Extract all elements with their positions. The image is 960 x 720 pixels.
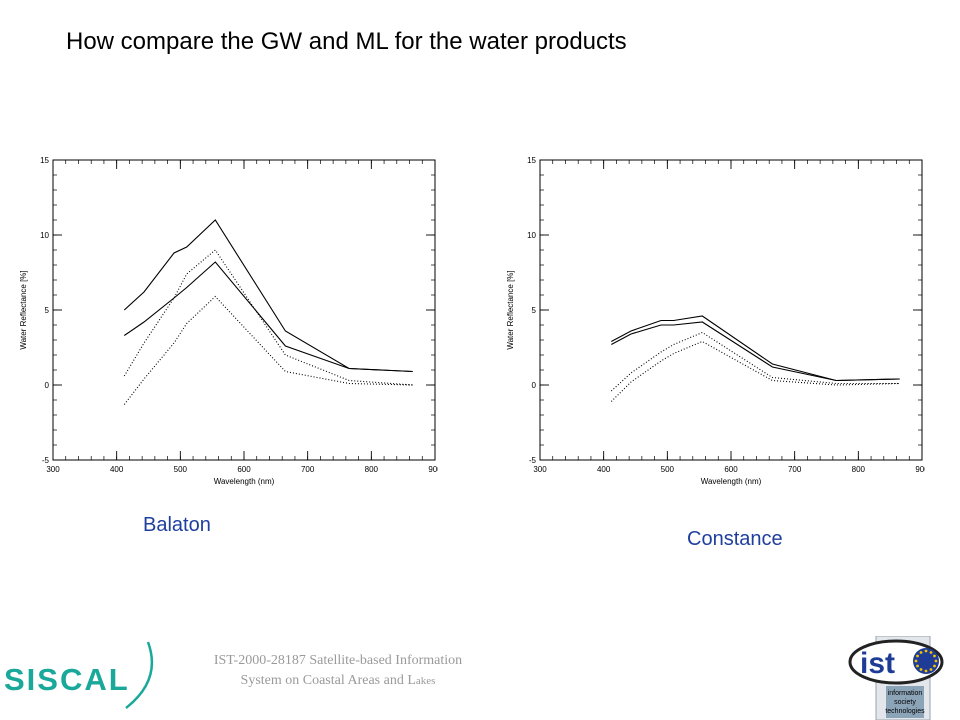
footer-line-1: IST-2000-28187 Satellite-based Informati… <box>213 653 463 668</box>
x-tick-label: 800 <box>852 465 866 474</box>
ist-logo: ist information society technologies <box>848 636 944 720</box>
y-tick-label: 5 <box>45 306 50 315</box>
y-tick-label: 15 <box>527 156 536 165</box>
series-line-2 <box>611 321 900 382</box>
x-tick-label: 600 <box>724 465 738 474</box>
x-tick-label: 700 <box>788 465 802 474</box>
footer-line-2: System on Coastal Areas and Lakes <box>168 671 508 691</box>
y-tick-label: 15 <box>40 156 49 165</box>
footer-line-2-main: System on Coastal Areas and L <box>240 673 416 688</box>
x-tick-label: 600 <box>237 465 251 474</box>
x-tick-label: 700 <box>301 465 315 474</box>
y-tick-label: -5 <box>42 456 50 465</box>
x-tick-label: 500 <box>174 465 188 474</box>
ist-logo-label-box <box>886 686 924 718</box>
y-tick-label: 10 <box>527 231 536 240</box>
x-tick-label: 800 <box>365 465 379 474</box>
constance-chart: 300 400 500 600 700 800 900 -5 0 5 10 15 Wavelength … <box>506 156 925 486</box>
y-tick-label: 0 <box>45 381 50 390</box>
x-tick-label: 400 <box>597 465 611 474</box>
ist-logo-globe <box>913 648 939 674</box>
ist-logo-caption-1: information <box>888 690 923 697</box>
ist-logo-caption-3: technologies <box>885 708 925 715</box>
footer-text: IST-2000-28187 Satellite-based Informati… <box>168 651 508 691</box>
series-line-4 <box>123 295 413 405</box>
slide-title: How compare the GW and ML for the water … <box>66 28 627 55</box>
plot-frame <box>52 159 436 461</box>
y-axis-label: Water Reflectance [%] <box>506 270 515 349</box>
siscal-logo-text: SISCAL <box>4 662 130 697</box>
siscal-logo-arc <box>125 641 154 709</box>
x-axis-label: Wavelength (nm) <box>214 477 275 486</box>
constance-caption: Constance <box>687 528 783 550</box>
x-tick-label: 900 <box>915 465 925 474</box>
series-line-2 <box>123 261 413 373</box>
series-line-1 <box>123 219 413 373</box>
ist-logo-stars <box>914 649 938 673</box>
x-tick-label: 900 <box>428 465 438 474</box>
x-tick-label: 500 <box>661 465 675 474</box>
balaton-chart: 300 400 500 600 700 800 900 -5 0 5 10 15 Wavelength … <box>19 156 438 486</box>
y-tick-label: 0 <box>532 381 537 390</box>
y-tick-label: 5 <box>532 306 537 315</box>
y-tick-label: 10 <box>40 231 49 240</box>
x-tick-label: 300 <box>533 465 547 474</box>
plot-frame <box>539 159 923 461</box>
y-tick-label: -5 <box>529 456 537 465</box>
ist-logo-caption-2: society <box>894 699 916 706</box>
x-tick-label: 400 <box>110 465 124 474</box>
series-line-3 <box>610 331 900 392</box>
x-axis-label: Wavelength (nm) <box>701 477 762 486</box>
series-line-1 <box>611 315 900 382</box>
x-tick-label: 300 <box>46 465 60 474</box>
footer-line-2-small: akes <box>415 675 436 687</box>
series-line-3 <box>123 249 413 386</box>
series-line-4 <box>610 340 900 402</box>
ist-logo-text: ist <box>860 647 895 680</box>
siscal-logo: SISCAL <box>4 641 154 709</box>
y-axis-label: Water Reflectance [%] <box>19 270 28 349</box>
balaton-caption: Balaton <box>143 514 211 536</box>
